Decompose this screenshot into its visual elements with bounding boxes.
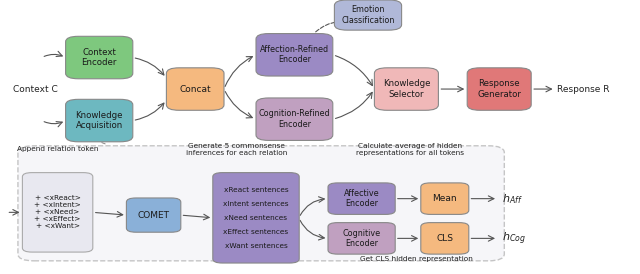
Text: Response R: Response R [557, 85, 609, 93]
FancyBboxPatch shape [421, 183, 468, 214]
FancyBboxPatch shape [256, 34, 333, 76]
FancyBboxPatch shape [256, 98, 333, 141]
Text: Context C: Context C [13, 85, 58, 93]
Text: COMET: COMET [138, 211, 170, 219]
Text: Knowledge
Acquisition: Knowledge Acquisition [76, 111, 123, 130]
Text: Generate 5 commonsense
inferences for each relation: Generate 5 commonsense inferences for ea… [186, 143, 287, 156]
Text: Affection-Refined
Encoder: Affection-Refined Encoder [260, 45, 329, 64]
Text: Append relation token: Append relation token [17, 146, 99, 152]
Text: Calculate average of hidden
representations for all tokens: Calculate average of hidden representati… [356, 143, 463, 156]
Text: Concat: Concat [179, 85, 211, 93]
Text: Cognitive
Encoder: Cognitive Encoder [342, 229, 381, 248]
FancyBboxPatch shape [421, 222, 468, 254]
FancyBboxPatch shape [127, 198, 180, 232]
FancyBboxPatch shape [328, 183, 395, 214]
Text: CLS: CLS [436, 234, 453, 243]
Text: xReact sentences

xIntent sentences

xNeed sentences

xEffect sentences

xWant s: xReact sentences xIntent sentences xNeed… [223, 187, 289, 249]
FancyBboxPatch shape [328, 222, 395, 254]
FancyBboxPatch shape [212, 173, 300, 263]
FancyBboxPatch shape [374, 68, 438, 110]
FancyBboxPatch shape [18, 146, 504, 261]
Text: $h_{Aff}$: $h_{Aff}$ [502, 192, 524, 206]
Text: Knowledge
Selector: Knowledge Selector [383, 79, 430, 99]
Text: Get CLS hidden representation: Get CLS hidden representation [360, 256, 472, 262]
Text: Response
Generator: Response Generator [477, 79, 521, 99]
FancyBboxPatch shape [66, 36, 133, 79]
Text: Cognition-Refined
Encoder: Cognition-Refined Encoder [259, 110, 330, 129]
FancyBboxPatch shape [22, 173, 93, 252]
Text: Emotion
Classification: Emotion Classification [341, 5, 395, 25]
FancyBboxPatch shape [166, 68, 224, 110]
FancyBboxPatch shape [467, 68, 531, 110]
FancyBboxPatch shape [66, 99, 133, 142]
Text: $h_{Cog}$: $h_{Cog}$ [502, 230, 526, 247]
Text: Affective
Encoder: Affective Encoder [344, 189, 380, 208]
FancyBboxPatch shape [334, 0, 402, 30]
Text: + <xReact>
+ <xIntent>
+ <xNeed>
+ <xEffect>
+ <xWant>: + <xReact> + <xIntent> + <xNeed> + <xEff… [34, 195, 81, 229]
Text: Mean: Mean [433, 194, 457, 203]
Text: Context
Encoder: Context Encoder [81, 48, 117, 67]
